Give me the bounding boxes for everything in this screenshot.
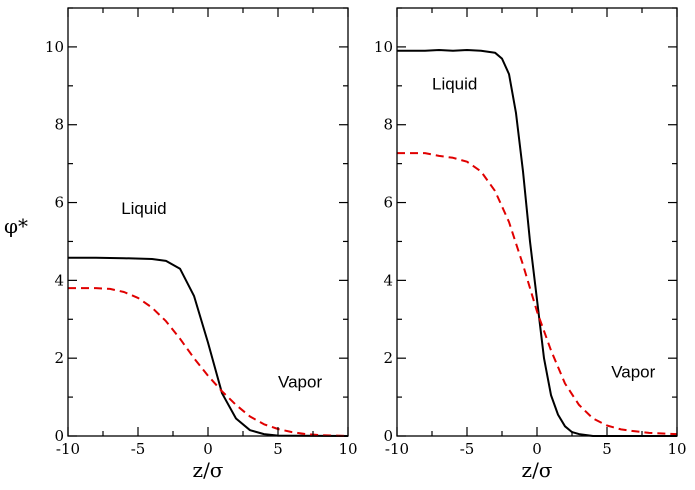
x-tick-label: 0	[203, 440, 213, 458]
panel-right: -10 -5 0 5 10 0 2 4 6 8 10 z/σ Liquid Vapor	[374, 7, 687, 482]
x-tick-label: -5	[131, 440, 146, 458]
y-tick-label: 10	[45, 38, 64, 56]
annotation-vapor: Vapor	[278, 372, 322, 391]
y-tick-label: 6	[383, 194, 393, 212]
panel-left: -10 -5 0 5 10 0 2 4 6 8 10 z/σ φ* Liquid Vapor	[4, 7, 358, 482]
y-tick-label: 10	[374, 38, 393, 56]
x-tick-label: -10	[56, 440, 80, 458]
x-tick-label: 10	[667, 440, 686, 458]
y-tick-label: 8	[54, 116, 64, 134]
y-tick-label: 6	[54, 194, 64, 212]
x-tick-label: -10	[385, 440, 409, 458]
y-axis-label: φ*	[4, 214, 28, 238]
y-tick-label: 0	[383, 427, 393, 445]
x-tick-label: -5	[460, 440, 475, 458]
x-tick-label: 0	[532, 440, 542, 458]
x-tick-label: 5	[273, 440, 283, 458]
y-tick-label: 0	[54, 427, 64, 445]
annotation-liquid: Liquid	[121, 199, 166, 218]
x-axis-label: z/σ	[522, 458, 553, 482]
y-tick-label: 2	[54, 349, 64, 367]
y-tick-label: 8	[383, 116, 393, 134]
x-tick-label: 10	[338, 440, 357, 458]
annotation-liquid: Liquid	[432, 75, 477, 94]
y-tick-label: 4	[54, 271, 64, 289]
x-tick-label: 5	[602, 440, 612, 458]
series-line-solid	[397, 49, 677, 437]
series-line-dashed	[68, 287, 349, 437]
x-axis-label: z/σ	[193, 458, 224, 482]
series-line-dashed	[397, 152, 678, 436]
y-tick-label: 2	[383, 349, 393, 367]
y-tick-label: 4	[383, 271, 393, 289]
series-line-solid	[68, 256, 349, 437]
annotation-vapor: Vapor	[611, 363, 655, 382]
